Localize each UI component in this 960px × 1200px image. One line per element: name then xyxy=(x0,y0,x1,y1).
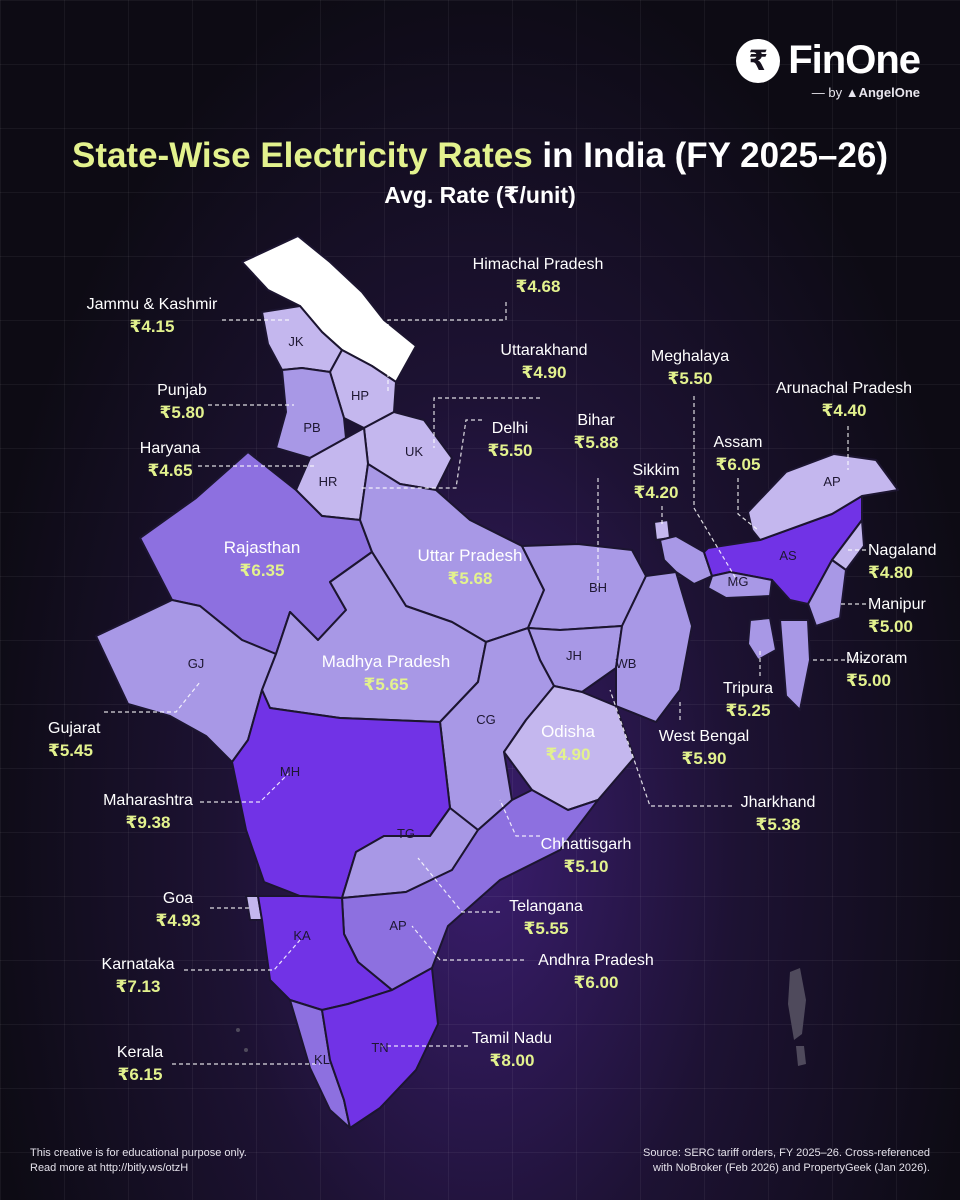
state-abbr: KA xyxy=(293,928,311,943)
finone-logo-icon: ₹ xyxy=(736,38,781,83)
read-more-link[interactable]: Read more at http://bitly.ws/otzH xyxy=(30,1162,189,1174)
leader-lines xyxy=(104,302,866,1065)
state-label-madhya-pradesh: Madhya Pradesh ₹5.65 xyxy=(321,652,451,694)
state-label-tripura: Tripura ₹5.25 xyxy=(722,680,774,720)
leader-line-assam xyxy=(737,478,759,531)
state-label-chhattisgarh: Chhattisgarh ₹5.10 xyxy=(540,836,632,876)
state-label-punjab: Punjab ₹5.80 xyxy=(157,382,207,422)
lakshadweep-island xyxy=(244,1048,248,1052)
state-label-tamil-nadu: Tamil Nadu ₹8.00 xyxy=(471,1030,553,1070)
state-shape-arunachal xyxy=(747,453,899,541)
state-shape-wb xyxy=(615,571,693,723)
leader-line-karnataka xyxy=(184,939,301,971)
state-label-delhi: Delhi ₹5.50 xyxy=(487,420,533,460)
state-abbr: TG xyxy=(397,826,415,841)
state-label-bihar: Bihar ₹5.88 xyxy=(573,412,619,452)
state-label-karnataka: Karnataka ₹7.13 xyxy=(101,956,175,996)
state-label-nagaland: Nagaland ₹4.80 xyxy=(868,542,937,582)
leader-line-jharkhand xyxy=(609,689,732,807)
state-abbreviations: JK HP UK PB HR BH MG AS AP WB JH CG GJ M… xyxy=(188,334,841,1067)
brand-name: FinOne xyxy=(788,38,921,82)
state-shape-tn xyxy=(321,967,439,1129)
brand-logo: ₹ FinOne — by ▲AngelOne xyxy=(736,38,921,100)
state-label-kerala: Kerala ₹6.15 xyxy=(116,1044,164,1084)
state-abbr: CG xyxy=(476,712,496,727)
state-label-sikkim: Sikkim ₹4.20 xyxy=(632,462,680,502)
leader-line-maharashtra xyxy=(200,769,293,803)
state-label-west-bengal: West Bengal ₹5.90 xyxy=(658,728,750,768)
state-shape-tripura xyxy=(747,617,777,661)
state-abbr: PB xyxy=(303,420,320,435)
leader-line-hp xyxy=(387,302,507,392)
state-abbr: JH xyxy=(566,648,582,663)
state-label-odisha: Odisha ₹4.90 xyxy=(541,722,595,764)
state-abbr: KL xyxy=(314,1052,330,1067)
state-abbr: UK xyxy=(405,444,423,459)
state-abbr: JK xyxy=(288,334,304,349)
state-abbr: TN xyxy=(371,1040,388,1055)
state-label-gujarat: Gujarat ₹5.45 xyxy=(48,720,101,760)
state-label-arunachal-pradesh: Arunachal Pradesh ₹4.40 xyxy=(775,380,913,420)
state-label-jharkhand: Jharkhand ₹5.38 xyxy=(740,794,816,834)
state-label-assam: Assam ₹6.05 xyxy=(713,434,763,474)
state-abbr: AP xyxy=(823,474,840,489)
state-shape-manipur xyxy=(807,559,847,627)
page-title: State-Wise Electricity Rates in India (F… xyxy=(71,136,889,175)
state-label-himachal-pradesh: Himachal Pradesh ₹4.68 xyxy=(472,256,604,296)
footer-disclaimer: This creative is for educational purpose… xyxy=(30,1147,247,1174)
state-label-manipur: Manipur ₹5.00 xyxy=(868,596,926,636)
state-label-uttar-pradesh: Uttar Pradesh ₹5.68 xyxy=(417,546,523,588)
leader-line-meghalaya xyxy=(693,396,739,583)
state-label-goa: Goa ₹4.93 xyxy=(155,890,201,930)
state-shape-mizoram xyxy=(779,619,811,711)
state-abbr: WB xyxy=(616,656,637,671)
state-label-andhra-pradesh: Andhra Pradesh ₹6.00 xyxy=(538,952,654,992)
angelone-logo-icon: ▲ xyxy=(845,85,859,100)
state-label-jammu-kashmir: Jammu & Kashmir ₹4.15 xyxy=(86,296,218,336)
state-label-haryana: Haryana ₹4.65 xyxy=(139,440,201,480)
leader-line-gujarat xyxy=(104,681,201,713)
state-label-rajasthan: Rajasthan ₹6.35 xyxy=(223,538,301,580)
footer-source: Source: SERC tariff orders, FY 2025–26. … xyxy=(643,1147,930,1174)
state-label-telangana: Telangana ₹5.55 xyxy=(509,898,583,938)
leader-line-uk xyxy=(433,397,540,448)
state-shape-meghalaya xyxy=(707,571,773,599)
state-abbr: AP xyxy=(389,918,406,933)
leader-line-delhi xyxy=(360,419,482,489)
state-label-meghalaya: Meghalaya ₹5.50 xyxy=(650,348,730,388)
state-abbr: AS xyxy=(779,548,797,563)
state-abbr: BH xyxy=(589,580,607,595)
brand-byline: — by ▲AngelOne xyxy=(811,85,920,100)
andaman-islands xyxy=(788,968,806,1040)
leader-line-ap xyxy=(411,925,524,961)
page-subtitle: Avg. Rate (₹/unit) xyxy=(384,182,576,208)
andaman-islands-south xyxy=(796,1046,806,1066)
state-label-mizoram: Mizoram ₹5.00 xyxy=(846,650,908,690)
leader-line-telangana xyxy=(417,857,500,913)
state-abbr: MH xyxy=(280,764,300,779)
state-abbr: HP xyxy=(351,388,369,403)
state-abbr: MG xyxy=(728,574,749,589)
state-shape-cg xyxy=(439,627,555,831)
state-label-uttarakhand: Uttarakhand ₹4.90 xyxy=(500,342,588,382)
lakshadweep-island xyxy=(236,1028,240,1032)
state-shapes xyxy=(95,235,899,1129)
state-abbr: GJ xyxy=(188,656,205,671)
state-label-maharashtra: Maharashtra ₹9.38 xyxy=(103,792,193,832)
state-shape-ne-corridor xyxy=(659,535,713,585)
state-abbr: HR xyxy=(319,474,338,489)
state-shape-hp xyxy=(329,349,397,429)
leader-line-cg xyxy=(499,799,540,837)
